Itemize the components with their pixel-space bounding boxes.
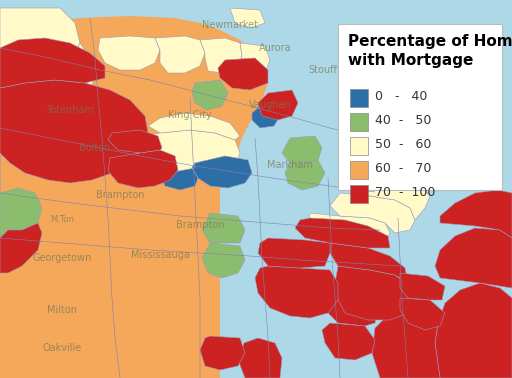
Polygon shape <box>0 188 42 238</box>
Polygon shape <box>0 38 105 88</box>
Text: Bolton: Bolton <box>79 143 111 153</box>
Text: Oshawa: Oshawa <box>451 125 489 135</box>
Polygon shape <box>0 223 42 273</box>
Text: Cook.: Cook. <box>376 35 403 45</box>
Text: Markham: Markham <box>267 160 313 170</box>
Text: Milton: Milton <box>47 305 77 315</box>
Polygon shape <box>295 218 390 248</box>
Polygon shape <box>0 80 148 193</box>
Text: Brampton: Brampton <box>176 220 224 230</box>
Polygon shape <box>200 336 245 370</box>
Polygon shape <box>335 266 415 320</box>
Polygon shape <box>325 290 378 326</box>
FancyBboxPatch shape <box>338 24 502 190</box>
Text: 50  -   60: 50 - 60 <box>375 138 432 150</box>
Polygon shape <box>400 298 445 330</box>
Text: M.Ton: M.Ton <box>50 215 74 225</box>
Bar <box>350 185 368 203</box>
Polygon shape <box>372 308 440 378</box>
Polygon shape <box>0 43 95 128</box>
Polygon shape <box>237 43 270 78</box>
Polygon shape <box>258 90 298 120</box>
Text: 70  -  100: 70 - 100 <box>375 186 435 198</box>
Polygon shape <box>440 190 512 238</box>
Text: King City: King City <box>168 110 212 120</box>
Polygon shape <box>258 238 330 268</box>
Bar <box>350 89 368 107</box>
Polygon shape <box>192 156 252 188</box>
Polygon shape <box>0 8 80 83</box>
Text: Georgetown: Georgetown <box>32 253 92 263</box>
Polygon shape <box>400 273 445 300</box>
Bar <box>350 137 368 155</box>
Polygon shape <box>440 343 500 373</box>
Text: 60  -   70: 60 - 70 <box>375 161 432 175</box>
Bar <box>350 113 368 131</box>
Text: Vaughan: Vaughan <box>249 100 291 110</box>
Polygon shape <box>128 130 240 176</box>
Polygon shape <box>238 338 282 378</box>
Polygon shape <box>390 368 440 378</box>
Text: Aurora: Aurora <box>259 43 291 53</box>
Text: 40  -   50: 40 - 50 <box>375 113 432 127</box>
Text: Mississauga: Mississauga <box>131 250 189 260</box>
Polygon shape <box>308 213 390 250</box>
Polygon shape <box>160 163 198 190</box>
Polygon shape <box>322 323 375 360</box>
Polygon shape <box>218 58 268 90</box>
Polygon shape <box>230 8 265 28</box>
Polygon shape <box>108 130 162 153</box>
Polygon shape <box>282 136 322 163</box>
Polygon shape <box>255 266 338 318</box>
Polygon shape <box>252 106 280 128</box>
Polygon shape <box>192 80 228 110</box>
Polygon shape <box>148 113 240 140</box>
Text: Totenham: Totenham <box>46 105 94 115</box>
Polygon shape <box>285 160 325 190</box>
Polygon shape <box>330 193 415 233</box>
Polygon shape <box>108 150 178 188</box>
Text: Stouffvill: Stouffvill <box>309 65 351 75</box>
Polygon shape <box>355 178 430 220</box>
Bar <box>350 161 368 179</box>
Polygon shape <box>330 243 408 283</box>
Polygon shape <box>435 283 512 378</box>
Text: Newmarket: Newmarket <box>202 20 258 30</box>
Text: Oakville: Oakville <box>42 343 81 353</box>
Text: Brampton: Brampton <box>96 190 144 200</box>
Text: Whitby: Whitby <box>413 155 447 165</box>
Text: Percentage of Homeowners
with Mortgage: Percentage of Homeowners with Mortgage <box>348 34 512 68</box>
Text: Pickering: Pickering <box>348 163 392 173</box>
Polygon shape <box>202 243 245 278</box>
Polygon shape <box>202 213 245 243</box>
Polygon shape <box>98 36 160 70</box>
Polygon shape <box>155 36 205 73</box>
Text: 0   -   40: 0 - 40 <box>375 90 428 102</box>
Polygon shape <box>435 228 512 288</box>
Polygon shape <box>200 38 242 73</box>
